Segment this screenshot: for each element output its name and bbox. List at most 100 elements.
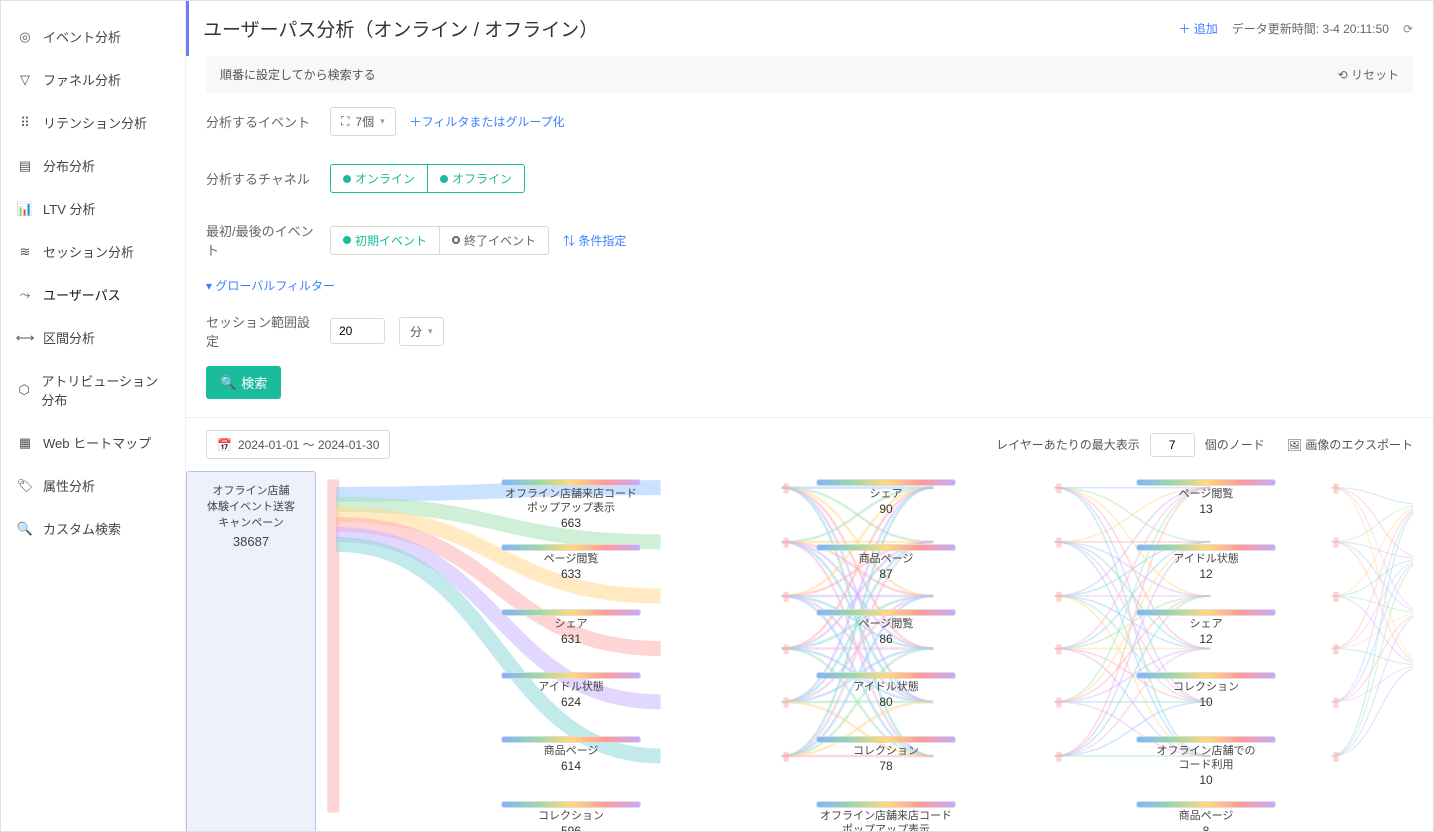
session-value-input[interactable] (330, 318, 385, 344)
node-bar (1136, 544, 1276, 551)
sankey-node[interactable]: 商品ページ87 (816, 544, 956, 581)
global-filter-button[interactable]: ▾ グローバルフィルター (206, 273, 1413, 298)
sankey-node[interactable]: コレクション10 (1136, 672, 1276, 709)
sankey-node[interactable]: シェア631 (501, 609, 641, 646)
node-bar (501, 801, 641, 808)
node-bar (1136, 801, 1276, 808)
node-label: コレクション (816, 745, 956, 759)
sidebar-item-label: カスタム検索 (43, 519, 121, 538)
node-label: 商品ページ (1136, 810, 1276, 824)
session-unit-dropdown[interactable]: 分 ▾ (399, 317, 444, 346)
sidebar-item-2[interactable]: ⠿リテンション分析 (1, 101, 185, 144)
sankey-node[interactable]: ページ閲覧633 (501, 544, 641, 581)
sankey-start-node[interactable]: オフライン店舗 体験イベント送客 キャンペーン38687初期イベント ✎ (186, 471, 316, 831)
node-label: シェア (501, 618, 641, 632)
initial-event-toggle[interactable]: 初期イベント (331, 227, 439, 254)
node-label: オフライン店舗での コード利用 (1136, 745, 1276, 773)
node-bar (501, 609, 641, 616)
max-nodes-suffix: 個のノード (1205, 436, 1265, 453)
heatmap-icon: ▦ (17, 435, 33, 451)
sankey-node[interactable]: アイドル状態12 (1136, 544, 1276, 581)
sidebar-item-label: リテンション分析 (43, 113, 147, 132)
node-bar (501, 736, 641, 743)
updated-time: データ更新時間: 3-4 20:11:50 (1232, 20, 1389, 37)
config-panel: 順番に設定してから検索する ⟲ リセット 分析するイベント ⛶ 7個 ▾ ＋フィ… (186, 56, 1433, 413)
sidebar-item-label: ユーザーパス (43, 285, 121, 304)
header: ユーザーパス分析（オンライン / オフライン） ＋ 追加 データ更新時間: 3-… (186, 1, 1433, 56)
sankey-node[interactable]: アイドル状態624 (501, 672, 641, 709)
node-value: 12 (1136, 632, 1276, 646)
sidebar-item-1[interactable]: ▽ファネル分析 (1, 58, 185, 101)
sankey-node[interactable]: オフライン店舗来店コード ポップアップ表示66 (816, 801, 956, 831)
sankey-node[interactable]: ページ閲覧86 (816, 609, 956, 646)
node-bar (1136, 479, 1276, 486)
node-value: 8 (1136, 824, 1276, 831)
add-button[interactable]: ＋ 追加 (1178, 20, 1217, 37)
page-title: ユーザーパス分析（オンライン / オフライン） (189, 15, 598, 42)
funnel-icon: ▽ (17, 72, 33, 88)
node-label: オフライン店舗来店コード ポップアップ表示 (816, 810, 956, 831)
node-value: 633 (501, 567, 641, 581)
sankey-node[interactable]: コレクション596 (501, 801, 641, 831)
sankey-node[interactable]: 商品ページ614 (501, 736, 641, 773)
node-label: コレクション (501, 810, 641, 824)
node-label: コレクション (1136, 681, 1276, 695)
node-value: 596 (501, 824, 641, 831)
attr-icon: 🏷 (17, 478, 33, 494)
sankey-node[interactable]: シェア12 (1136, 609, 1276, 646)
sankey-node[interactable]: アイドル状態80 (816, 672, 956, 709)
sankey-node[interactable]: オフライン店舗での コード利用10 (1136, 736, 1276, 787)
channel-offline[interactable]: オフライン (427, 165, 524, 192)
node-bar (1136, 736, 1276, 743)
sidebar-item-5[interactable]: ≋セッション分析 (1, 230, 185, 273)
config-hint: 順番に設定してから検索する (220, 66, 376, 83)
node-value: 12 (1136, 567, 1276, 581)
radio-icon (452, 236, 460, 244)
sidebar-item-label: アトリビューション分布 (41, 371, 169, 409)
sidebar-item-6[interactable]: ⤳ユーザーパス (1, 273, 185, 316)
sankey-node[interactable]: ページ閲覧13 (1136, 479, 1276, 516)
channel-online[interactable]: オンライン (331, 165, 427, 192)
sidebar-item-label: セッション分析 (43, 242, 134, 261)
event-count-dropdown[interactable]: ⛶ 7個 ▾ (330, 107, 396, 136)
channel-label: 分析するチャネル (206, 169, 316, 188)
node-label: 商品ページ (816, 553, 956, 567)
condition-button[interactable]: ⇅ 条件指定 (563, 232, 626, 249)
node-bar (816, 736, 956, 743)
export-button[interactable]: 🖼 画像のエクスポート (1287, 436, 1413, 453)
node-label: アイドル状態 (816, 681, 956, 695)
sidebar-item-3[interactable]: ▤分布分析 (1, 144, 185, 187)
range-icon: ⟷ (17, 330, 33, 346)
sidebar-item-0[interactable]: ◎イベント分析 (1, 15, 185, 58)
refresh-icon[interactable]: ⟳ (1403, 22, 1413, 36)
search-button[interactable]: 🔍 検索 (206, 366, 281, 399)
date-range-picker[interactable]: 📅 2024-01-01 ～ 2024-01-30 (206, 430, 390, 459)
node-label: シェア (816, 488, 956, 502)
node-label: アイドル状態 (1136, 553, 1276, 567)
max-nodes-input[interactable] (1150, 433, 1195, 457)
session-label: セッション範囲設定 (206, 312, 316, 350)
viz-toolbar: 📅 2024-01-01 ～ 2024-01-30 レイヤーあたりの最大表示 個… (186, 417, 1433, 471)
end-event-toggle[interactable]: 終了イベント (439, 227, 548, 254)
sidebar-item-9[interactable]: ▦Web ヒートマップ (1, 421, 185, 464)
sidebar-item-10[interactable]: 🏷属性分析 (1, 464, 185, 507)
node-label: ページ閲覧 (816, 618, 956, 632)
attrib-icon: ⬡ (17, 382, 31, 398)
sidebar-item-8[interactable]: ⬡ アトリビューション分布 (1, 359, 185, 421)
node-label: オフライン店舗 体験イベント送客 キャンペーン (195, 482, 307, 530)
node-bar (501, 672, 641, 679)
node-value: 78 (816, 759, 956, 773)
node-bar (816, 672, 956, 679)
node-value: 86 (816, 632, 956, 646)
sankey-node[interactable]: オフライン店舗来店コード ポップアップ表示663 (501, 479, 641, 530)
filter-group-button[interactable]: ＋フィルタまたはグループ化 (410, 113, 565, 130)
sankey-node[interactable]: コレクション78 (816, 736, 956, 773)
sidebar-item-11[interactable]: 🔍カスタム検索 (1, 507, 185, 550)
sankey-node[interactable]: 商品ページ8 (1136, 801, 1276, 831)
sidebar-item-7[interactable]: ⟷区間分析 (1, 316, 185, 359)
node-value: 614 (501, 759, 641, 773)
reset-button[interactable]: ⟲ リセット (1338, 66, 1399, 83)
node-label: オフライン店舗来店コード ポップアップ表示 (501, 488, 641, 516)
sidebar-item-4[interactable]: 📊LTV 分析 (1, 187, 185, 230)
sankey-node[interactable]: シェア90 (816, 479, 956, 516)
